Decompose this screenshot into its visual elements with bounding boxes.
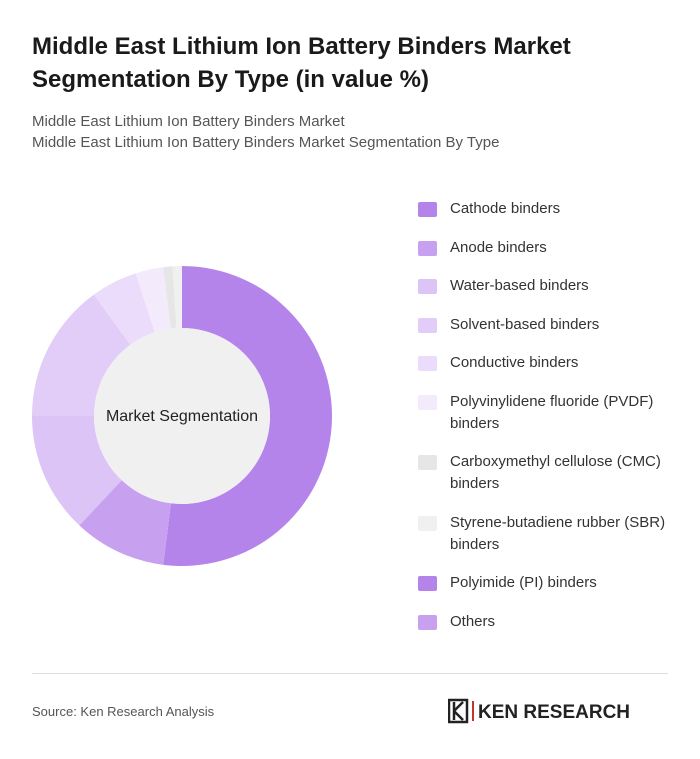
donut-slice: [79, 480, 171, 565]
legend-swatch: [418, 394, 437, 410]
logo: KEN RESEARCH: [448, 698, 630, 724]
center-label: Market Segmentation: [106, 408, 258, 425]
legend-label: Polyvinylidene fluoride (PVDF) binders: [450, 392, 654, 432]
legend-label: Anode binders: [450, 238, 547, 256]
legend-item: Anode binders: [418, 237, 678, 259]
legend-item: Conductive binders: [418, 352, 678, 374]
legend-item: Polyimide (PI) binders: [418, 572, 678, 594]
legend-label: Conductive binders: [450, 354, 579, 371]
legend-label: Solvent-based binders: [450, 315, 600, 333]
donut-slice: [135, 267, 171, 333]
legend-swatch: [418, 279, 437, 294]
donut-slice: [163, 266, 177, 329]
divider: [32, 673, 668, 674]
legend-swatch: [418, 202, 437, 217]
legend-swatch: [418, 515, 437, 531]
donut-slice: [163, 266, 332, 566]
legend-item: Water-based binders: [418, 275, 678, 297]
subtitle: Middle East Lithium Ion Battery Binders …: [32, 113, 345, 130]
legend-label: Styrene-butadiene rubber (SBR) binders: [450, 513, 666, 553]
legend-swatch: [418, 614, 437, 630]
legend-item: Styrene-butadiene rubber (SBR) binders: [418, 512, 678, 556]
legend-swatch: [418, 317, 437, 333]
donut-slice: [32, 416, 122, 526]
legend-item: Others: [418, 611, 678, 633]
legend-swatch: [418, 576, 437, 591]
donut-slice: [172, 266, 182, 329]
legend-label: Cathode binders: [450, 200, 561, 217]
legend-swatch: [418, 455, 437, 470]
legend-item: Solvent-based binders: [418, 314, 678, 336]
legend-label: Carboxymethyl cellulose (CMC) binders: [450, 453, 661, 492]
donut-chart: Market Segmentation: [32, 266, 332, 566]
chart-title: Middle East Lithium Ion Battery Binders …: [32, 33, 571, 93]
subtitle: Middle East Lithium Ion Battery Binders …: [32, 134, 500, 151]
source: Source: Ken Research Analysis: [32, 704, 215, 719]
logo-text: KEN RESEARCH: [478, 702, 630, 723]
legend-item: Cathode binders: [418, 198, 678, 220]
legend-item: Carboxymethyl cellulose (CMC) binders: [418, 451, 678, 495]
legend-label: Others: [450, 612, 496, 630]
donut-hole: [94, 328, 270, 504]
donut-slice: [93, 273, 155, 345]
legend-label: Water-based binders: [450, 277, 589, 294]
legend-swatch: [418, 240, 437, 256]
legend-item: Polyvinylidene fluoride (PVDF) binders: [418, 391, 678, 435]
legend-label: Polyimide (PI) binders: [450, 574, 597, 591]
legend: Cathode binders Anode binders Water-based …: [418, 198, 678, 649]
donut-slice: [32, 294, 131, 416]
legend-swatch: [418, 356, 437, 371]
